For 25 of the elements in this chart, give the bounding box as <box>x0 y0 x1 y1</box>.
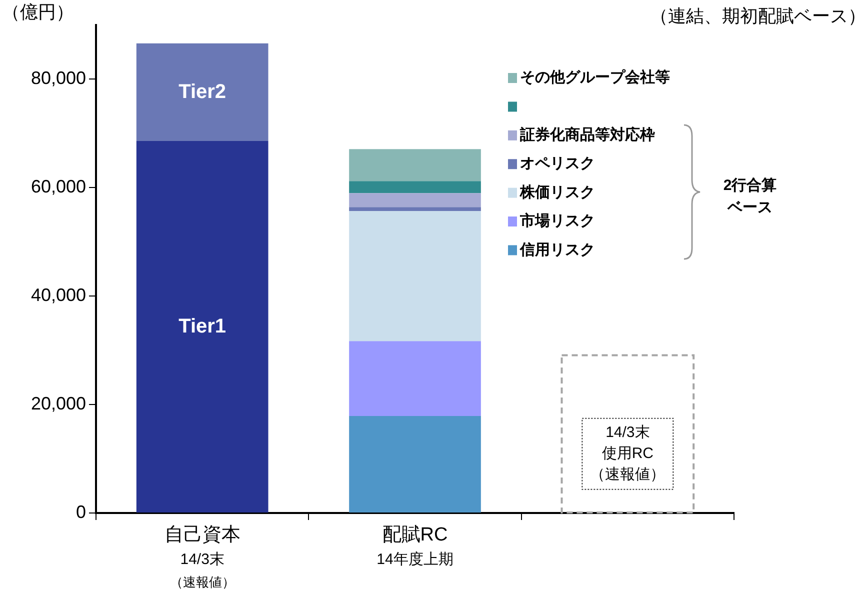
legend-label: その他グループ会社等 <box>520 69 670 86</box>
series-label: Tier1 <box>178 315 226 338</box>
annotation: 14/3末 <box>606 424 650 441</box>
legend-label: 証券化商品等対応枠 <box>519 126 655 144</box>
x-tick-label: 自己資本 <box>164 524 240 546</box>
y-axis-title: （億円） <box>2 2 74 22</box>
series-label: Tier2 <box>178 80 226 103</box>
y-tick-label: 40,000 <box>30 285 86 306</box>
x-tick-label: 配賦RC <box>382 524 448 546</box>
annotation: 2行合算 <box>723 177 777 194</box>
legend-label: 市場リスク <box>519 212 595 230</box>
y-tick-label: 80,000 <box>30 68 86 88</box>
legend-label: オペリスク <box>520 155 595 172</box>
text: 14年度上期 <box>376 551 454 568</box>
legend-label: 株価リスク <box>519 184 595 201</box>
chart-subtitle: （連結、期初配賦ベース） <box>650 6 866 26</box>
annotation: （速報値） <box>590 466 666 483</box>
annotation: 使用RC <box>602 444 654 462</box>
y-tick-label: 60,000 <box>30 176 86 197</box>
y-tick-label: 0 <box>76 502 86 522</box>
legend-label: 信用リスク <box>519 241 595 258</box>
y-tick-label: 20,000 <box>30 394 86 414</box>
annotation: ベース <box>726 199 772 216</box>
text: 14/3末 <box>180 551 224 568</box>
text: （速報値） <box>170 574 235 590</box>
